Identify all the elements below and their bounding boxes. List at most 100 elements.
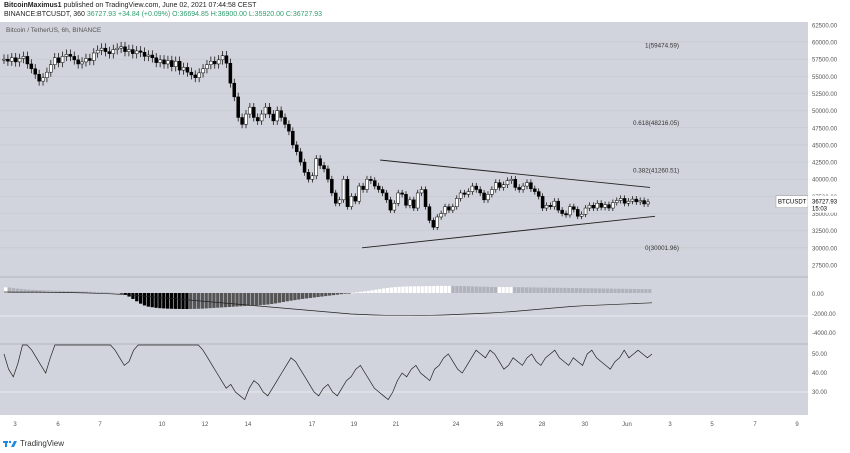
macd-histogram-bar (50, 290, 54, 293)
macd-histogram-bar (601, 288, 606, 293)
candle-body (107, 51, 112, 54)
time-tick-label: 19 (351, 422, 358, 428)
macd-histogram-bar (424, 286, 428, 293)
time-tick-label: 28 (539, 422, 546, 428)
candle-body (435, 216, 439, 228)
candle-body (252, 106, 256, 118)
candle-body (599, 202, 603, 208)
macd-histogram-bar (150, 293, 154, 308)
macd-histogram-bar (582, 288, 586, 293)
macd-histogram-bar (463, 286, 467, 293)
macd-histogram-bar (436, 285, 440, 293)
fib-level-label: 1(59474.59) (645, 43, 679, 50)
candle-body (544, 205, 549, 209)
macd-histogram-bar (559, 287, 563, 293)
published-text: published on TradingView.com, June 02, 2… (63, 2, 257, 9)
macd-histogram-bar (11, 288, 15, 293)
candle-body (622, 198, 627, 204)
macd-histogram-bar (247, 293, 251, 306)
triangle-pattern[interactable] (361, 159, 656, 249)
candle-body (408, 199, 412, 206)
triangle-upper-line (379, 159, 651, 188)
candle-body (232, 82, 237, 98)
candle-body (458, 192, 463, 199)
macd-histogram-bar (343, 293, 347, 294)
macd-histogram-bar (625, 288, 629, 293)
candle-body (131, 49, 135, 54)
candle-body (560, 209, 564, 214)
macd-histogram-bar (385, 287, 390, 293)
candle-body (224, 55, 229, 64)
candle-body (49, 64, 53, 73)
macd-histogram-bar (544, 287, 548, 293)
time-tick-label: 24 (453, 422, 460, 428)
macd-histogram-bar (401, 286, 405, 293)
open-value: O:36694.85 (172, 11, 209, 18)
candle-body (365, 178, 369, 190)
triangle-lower-line (361, 215, 656, 249)
price-tag-symbol: BTCUSDT (778, 200, 807, 206)
macd-histogram-bar (586, 288, 590, 293)
candle-body (287, 124, 291, 132)
author-name[interactable]: BitcoinMaximus1 (4, 2, 62, 9)
macd-histogram-bar (139, 293, 143, 304)
macd-histogram-bar (220, 293, 224, 308)
macd-histogram-bar (486, 286, 490, 293)
candle-body (451, 206, 455, 211)
tradingview-logo-icon[interactable] (3, 440, 17, 448)
high-value: H:36900.00 (210, 11, 247, 18)
macd-histogram-bar (227, 293, 231, 307)
time-tick-label: 12 (202, 422, 209, 428)
price-tick-label: 57500.00 (812, 58, 838, 64)
candle-body (474, 185, 479, 190)
macd-histogram-bar (23, 289, 27, 293)
macd-histogram-bar (108, 292, 112, 294)
candle-body (341, 178, 346, 201)
candle-body (248, 106, 252, 115)
macd-histogram-bar (490, 286, 494, 293)
candle-body (95, 49, 100, 54)
macd-histogram-bar (409, 286, 413, 293)
candle-body (462, 192, 467, 195)
price-tick-label: 42500.00 (812, 161, 838, 167)
price-tick-label: 35000.00 (812, 212, 838, 218)
candle-body (494, 182, 498, 190)
candle-body (142, 52, 147, 57)
macd-histogram-bar (85, 291, 89, 293)
time-tick-label: 26 (497, 422, 504, 428)
time-tick-label: 6 (56, 422, 60, 428)
candle-body (380, 189, 385, 194)
time-axis: 3 6 7 10 12 14 17 19 21 24 26 28 30 Jun 3 5 7 9 (13, 422, 799, 428)
candle-body (412, 199, 416, 209)
candle-body (611, 202, 615, 209)
tradingview-brand[interactable]: TradingView (20, 439, 65, 448)
macd-histogram-bar (598, 288, 602, 293)
macd-histogram-bar (482, 286, 486, 293)
macd-histogram-bar (266, 293, 270, 305)
macd-histogram-bar (115, 293, 120, 294)
low-value: L:35920.00 (248, 11, 284, 18)
fib-level-label: 0(30001.96) (645, 245, 679, 252)
macd-histogram-bar (478, 286, 482, 293)
candle-body (52, 57, 57, 65)
macd-pane: 0.00 -2000.00 -4000.00 (0, 278, 836, 344)
macd-histogram-bar (567, 287, 571, 293)
price-tick-label: 27500.00 (812, 264, 838, 270)
candle-body (521, 185, 525, 190)
chart-canvas[interactable]: Bitcoin / TetherUS, 6h, BINANCE 1(59474.… (0, 22, 850, 436)
footer: TradingView (0, 436, 850, 453)
macd-histogram-bar (609, 288, 613, 293)
macd-histogram-bar (420, 286, 424, 293)
macd-histogram-bar (154, 293, 158, 308)
macd-histogram-bar (378, 289, 382, 293)
macd-histogram-bar (540, 287, 544, 293)
price-axis: 30000.0032500.0035000.0037500.0040000.00… (812, 23, 838, 269)
macd-histogram-bar (285, 293, 289, 302)
macd-histogram-bar (640, 289, 644, 293)
macd-histogram-bar (42, 290, 46, 293)
candle-body (228, 63, 233, 84)
candle-body (92, 52, 96, 61)
macd-histogram-bar (316, 293, 320, 298)
macd-histogram-bar (231, 293, 235, 307)
candle-body (99, 47, 104, 51)
